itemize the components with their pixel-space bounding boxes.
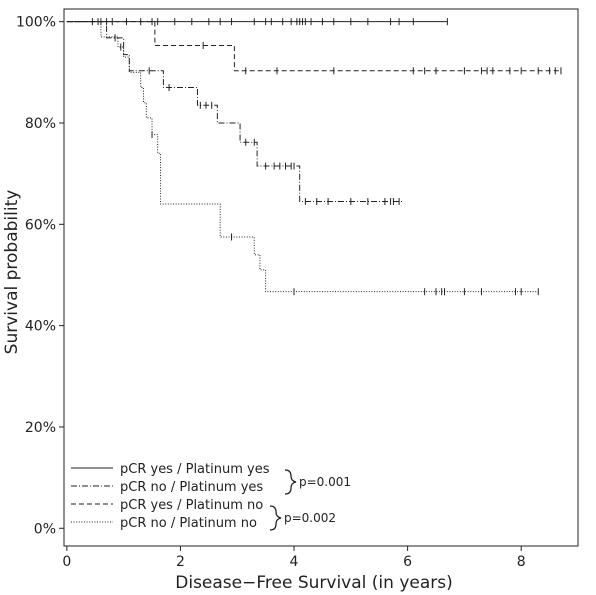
x-tick-label: 2: [176, 554, 185, 570]
curve-line: [66, 21, 561, 72]
y-axis: 0% 20% 40% 60% 80% 100%: [16, 15, 64, 537]
survival-curves: [66, 18, 562, 296]
x-axis: 0 2 4 6 8: [62, 546, 526, 570]
x-tick-label: 8: [517, 554, 526, 570]
y-tick-label: 80%: [25, 116, 56, 132]
plot-frame: [63, 8, 579, 547]
x-tick-label: 6: [403, 554, 412, 570]
y-tick-label: 100%: [16, 15, 56, 31]
y-axis-title: Survival probability: [2, 190, 22, 355]
plot-area: [63, 8, 579, 547]
survival-curve-2: [66, 21, 402, 206]
legend-label-1: pCR yes / Platinum yes: [120, 462, 270, 477]
p-value-2: p=0.002: [284, 511, 336, 525]
legend: pCR yes / Platinum yes pCR no / Platinum …: [71, 462, 351, 531]
survival-curve-4: [66, 21, 539, 296]
y-tick-label: 20%: [25, 420, 56, 436]
y-tick-label: 60%: [25, 217, 56, 233]
curve-line: [66, 21, 402, 203]
legend-label-4: pCR no / Platinum no: [120, 516, 257, 531]
x-tick-label: 4: [290, 554, 299, 570]
curve-line: [66, 21, 539, 293]
x-tick-label: 0: [62, 554, 71, 570]
legend-label-3: pCR yes / Platinum no: [120, 498, 263, 513]
legend-label-2: pCR no / Platinum yes: [120, 480, 263, 495]
p-value-1: p=0.001: [299, 475, 351, 489]
survival-curve-3: [66, 18, 562, 75]
bracket-1: [284, 469, 297, 495]
bracket-2: [269, 505, 282, 531]
y-tick-label: 40%: [25, 319, 56, 335]
y-tick-label: 0%: [34, 521, 56, 537]
survival-curve-1: [66, 18, 448, 26]
x-axis-title: Disease−Free Survival (in years): [175, 573, 452, 593]
